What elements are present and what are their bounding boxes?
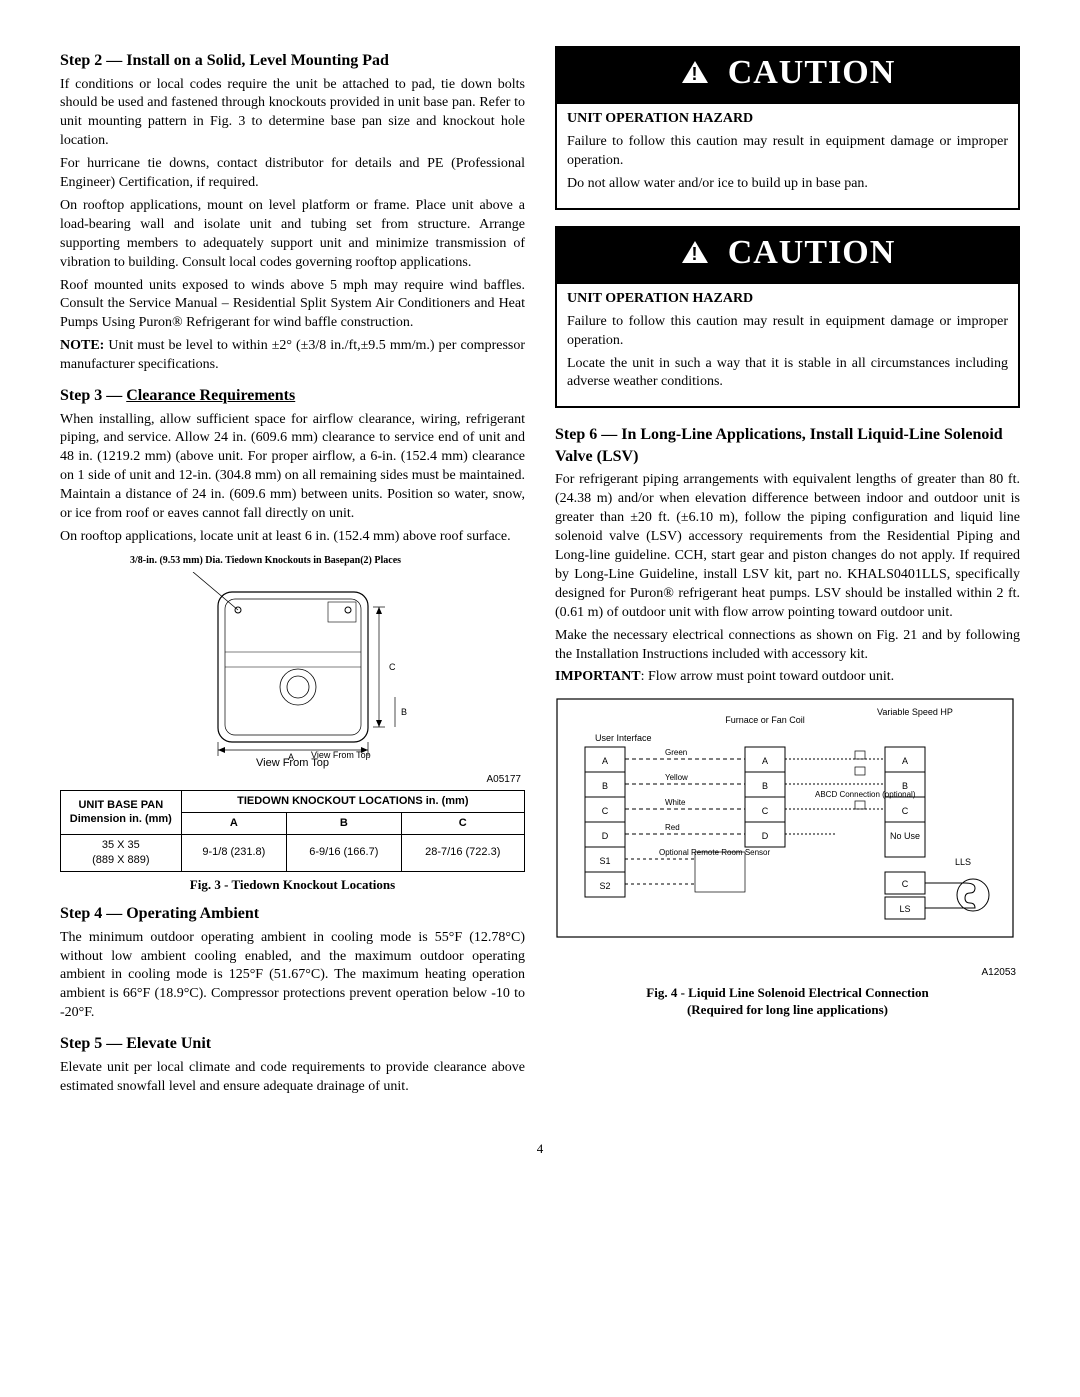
step6-p2: Make the necessary electrical connection… [555, 627, 1020, 665]
svg-text:!: ! [691, 64, 698, 84]
warning-icon: ! [680, 232, 710, 278]
left-column: Step 2 — Install on a Solid, Level Mount… [60, 40, 525, 1100]
right-column: ! CAUTION UNIT OPERATION HAZARD Failure … [555, 40, 1020, 1100]
svg-text:C: C [902, 879, 909, 889]
svg-text:C: C [389, 662, 396, 672]
svg-text:B: B [762, 781, 768, 791]
step4-title: Step 4 — Operating Ambient [60, 903, 525, 925]
step2-title: Step 2 — Install on a Solid, Level Mount… [60, 50, 525, 72]
svg-text:C: C [602, 806, 609, 816]
svg-text:LLS: LLS [955, 857, 971, 867]
svg-text:Optional Remote Room Sensor: Optional Remote Room Sensor [659, 848, 771, 857]
svg-text:D: D [602, 831, 609, 841]
step6-title: Step 6 — In Long-Line Applications, Inst… [555, 424, 1020, 467]
step3-title: Step 3 — Clearance Requirements [60, 385, 525, 407]
step6-important: IMPORTANT: Flow arrow must point toward … [555, 668, 1020, 687]
svg-text:!: ! [691, 244, 698, 264]
svg-text:ABCD Connection (optional): ABCD Connection (optional) [815, 790, 916, 799]
caution1-p2: Do not allow water and/or ice to build u… [567, 175, 1008, 194]
step5-p1: Elevate unit per local climate and code … [60, 1059, 525, 1097]
svg-text:LS: LS [899, 904, 910, 914]
svg-text:User Interface: User Interface [595, 733, 652, 743]
step2-p2: For hurricane tie downs, contact distrib… [60, 155, 525, 193]
step2-p3: On rooftop applications, mount on level … [60, 197, 525, 273]
svg-text:Red: Red [665, 823, 680, 832]
caution2-p2: Locate the unit in such a way that it is… [567, 355, 1008, 393]
svg-text:C: C [762, 806, 769, 816]
fig3-view-label: View From Top [60, 756, 525, 771]
step5-title: Step 5 — Elevate Unit [60, 1033, 525, 1055]
svg-text:White: White [665, 798, 686, 807]
caution-header-2: ! CAUTION [557, 228, 1018, 284]
caution-box-1: ! CAUTION UNIT OPERATION HAZARD Failure … [555, 46, 1020, 210]
svg-text:C: C [902, 806, 909, 816]
fig3-top-label: 3/8-in. (9.53 mm) Dia. Tiedown Knockouts… [130, 555, 525, 566]
step4-p1: The minimum outdoor operating ambient in… [60, 929, 525, 1023]
caution2-p1: Failure to follow this caution may resul… [567, 313, 1008, 351]
step3-p1: When installing, allow sufficient space … [60, 411, 525, 524]
caution2-hazard: UNIT OPERATION HAZARD [567, 290, 1008, 309]
fig4-diagram: User Interface Furnace or Fan Coil Varia… [555, 697, 1020, 964]
fig3-diagram: A C B View From Top [60, 572, 525, 762]
svg-text:Variable Speed HP: Variable Speed HP [877, 707, 953, 717]
svg-text:S2: S2 [599, 881, 610, 891]
warning-icon: ! [680, 52, 710, 98]
svg-text:A: A [762, 756, 768, 766]
fig4-caption: Fig. 4 - Liquid Line Solenoid Electrical… [555, 984, 1020, 1019]
svg-text:Green: Green [665, 748, 687, 757]
step6-p1: For refrigerant piping arrangements with… [555, 471, 1020, 622]
svg-text:B: B [401, 707, 407, 717]
step3-p2: On rooftop applications, locate unit at … [60, 528, 525, 547]
svg-text:S1: S1 [599, 856, 610, 866]
svg-text:A: A [602, 756, 608, 766]
step2-p4: Roof mounted units exposed to winds abov… [60, 277, 525, 334]
caution1-hazard: UNIT OPERATION HAZARD [567, 110, 1008, 129]
step2-note: NOTE: Unit must be level to within ±2° (… [60, 337, 525, 375]
step2-p1: If conditions or local codes require the… [60, 76, 525, 152]
fig3-caption: Fig. 3 - Tiedown Knockout Locations [60, 876, 525, 894]
page-number: 4 [60, 1140, 1020, 1158]
caution-header-1: ! CAUTION [557, 48, 1018, 104]
svg-text:Yellow: Yellow [665, 773, 688, 782]
svg-text:Furnace or Fan Coil: Furnace or Fan Coil [725, 715, 805, 725]
caution1-p1: Failure to follow this caution may resul… [567, 133, 1008, 171]
svg-text:No Use: No Use [890, 831, 920, 841]
svg-text:D: D [762, 831, 769, 841]
svg-text:A: A [902, 756, 908, 766]
svg-text:B: B [602, 781, 608, 791]
caution-box-2: ! CAUTION UNIT OPERATION HAZARD Failure … [555, 226, 1020, 409]
tiedown-table: UNIT BASE PAN Dimension in. (mm) TIEDOWN… [60, 790, 525, 871]
fig4-id: A12053 [555, 966, 1016, 980]
fig3-id: A05177 [60, 773, 521, 787]
